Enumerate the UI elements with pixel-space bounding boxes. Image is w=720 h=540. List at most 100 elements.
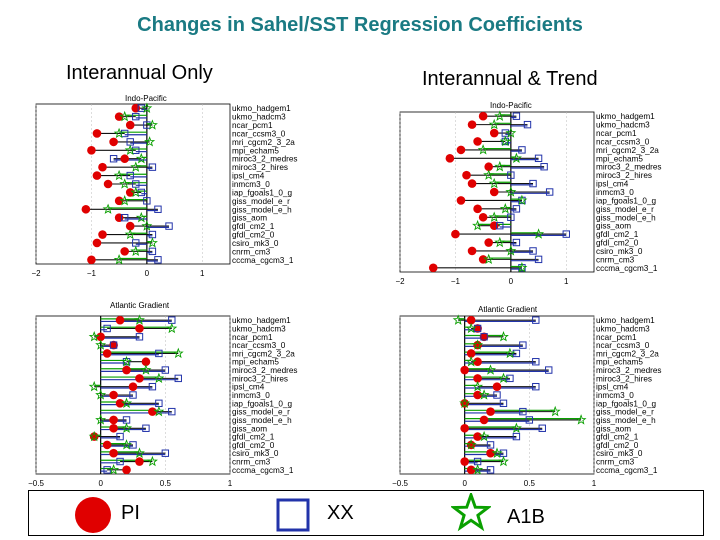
pi-point	[148, 407, 157, 416]
tick-label: −1	[87, 269, 97, 278]
pi-point	[456, 145, 466, 155]
pi-point	[87, 255, 96, 265]
model-label: gfdl_cm2_1	[596, 433, 639, 442]
tick-label: 1	[200, 269, 205, 278]
pi-point	[87, 146, 96, 155]
pi-point	[445, 154, 455, 163]
xx-point	[155, 349, 163, 358]
a1b-point	[130, 245, 142, 257]
a1b-point	[153, 405, 165, 417]
a1b-point	[95, 389, 107, 400]
xx-point	[540, 163, 548, 171]
xx-point	[165, 222, 173, 230]
a1b-point	[494, 236, 506, 248]
pi-point	[473, 324, 482, 333]
a1b-point	[140, 364, 152, 375]
a1b-point	[485, 364, 497, 375]
pi-point	[92, 238, 102, 248]
model-label: cnrm_cm3	[232, 458, 271, 467]
a1b-point	[499, 202, 511, 214]
model-label: cnrm_cm3	[596, 255, 635, 264]
a1b-point	[510, 422, 522, 433]
xx-point	[512, 205, 521, 213]
model-label: cccma_cgcm3_1	[232, 256, 294, 265]
panel-title: Indo-Pacific	[125, 94, 167, 103]
xx-point	[143, 197, 151, 205]
panel-title: Atlantic Gradient	[478, 305, 538, 314]
model-label: ncar_pcm1	[232, 333, 273, 342]
model-label: inmcm3_0	[232, 180, 270, 189]
xx-square-icon	[276, 498, 310, 532]
model-label: giss_model_e_r	[596, 205, 654, 214]
xx-point	[519, 341, 527, 349]
panel-title: Indo-Pacific	[490, 101, 532, 110]
model-label: cccma_cgcm3_1	[596, 264, 658, 273]
tick-label: −2	[31, 269, 41, 278]
xx-point	[129, 441, 137, 449]
model-label: ipsl_cm4	[596, 180, 629, 189]
pi-point	[120, 154, 129, 164]
a1b-point	[146, 119, 158, 130]
a1b-point	[499, 135, 511, 147]
xx-point	[116, 432, 124, 441]
a1b-point	[121, 397, 133, 409]
model-label: giss_model_e_r	[596, 408, 654, 417]
tick-label: 0	[145, 269, 150, 278]
model-label: ncar_pcm1	[596, 333, 637, 342]
model-label: csiro_mk3_0	[596, 247, 643, 256]
a1b-point	[95, 339, 107, 350]
a1b-point	[119, 110, 131, 122]
pi-point	[115, 315, 125, 325]
xx-point	[148, 247, 157, 256]
model-label: ncar_pcm1	[596, 129, 637, 138]
pi-point	[462, 170, 471, 180]
legend-xx-label: XX	[327, 502, 354, 524]
model-label: giss_model_e_h	[596, 416, 656, 425]
pi-point	[473, 432, 482, 441]
model-label: miroc3_2_medres	[232, 155, 298, 164]
a1b-point	[465, 355, 477, 367]
pi-point	[478, 111, 488, 121]
model-label: mri_cgcm2_3_2a	[596, 349, 659, 358]
xx-point	[142, 424, 150, 432]
pi-point	[466, 349, 476, 358]
a1b-point	[88, 430, 100, 442]
pi-point	[473, 390, 482, 400]
pi-point	[109, 448, 118, 458]
model-label: mpi_echam5	[596, 358, 643, 367]
model-label: giss_model_e_h	[232, 416, 292, 425]
pi-point	[102, 440, 112, 450]
pi-point	[120, 247, 129, 256]
pi-point	[467, 246, 477, 256]
model-label: gfdl_cm2_1	[596, 230, 639, 239]
model-label: inmcm3_0	[596, 391, 634, 400]
pi-point	[479, 415, 489, 425]
a1b-point	[166, 322, 178, 334]
model-label: csiro_mk3_0	[232, 239, 279, 248]
a1b-point	[121, 439, 133, 450]
model-label: mpi_echam5	[596, 154, 643, 163]
xx-point	[532, 382, 540, 391]
pi-point	[473, 204, 482, 214]
model-label: iap_fgoals1_0_g	[232, 399, 293, 408]
pi-point	[478, 212, 488, 222]
a1b-point	[472, 339, 484, 350]
a1b-point	[510, 152, 522, 164]
pi-point	[466, 315, 476, 325]
model-label: inmcm3_0	[232, 391, 270, 400]
a1b-point	[141, 220, 153, 231]
xx-point	[529, 179, 537, 188]
model-label: ukmo_hadcm3	[596, 324, 650, 333]
xx-point	[534, 255, 543, 264]
pi-point	[478, 255, 488, 264]
model-label: mri_cgcm2_3_2a	[596, 146, 659, 155]
pi-point	[92, 129, 102, 138]
a1b-point	[119, 194, 131, 206]
a1b-point	[491, 447, 503, 458]
pi-point	[125, 221, 135, 231]
pi-point	[460, 365, 469, 375]
a1b-point	[478, 430, 490, 442]
a1b-point	[113, 254, 125, 265]
pi-point	[103, 179, 113, 189]
tick-label: 0.5	[524, 479, 536, 488]
